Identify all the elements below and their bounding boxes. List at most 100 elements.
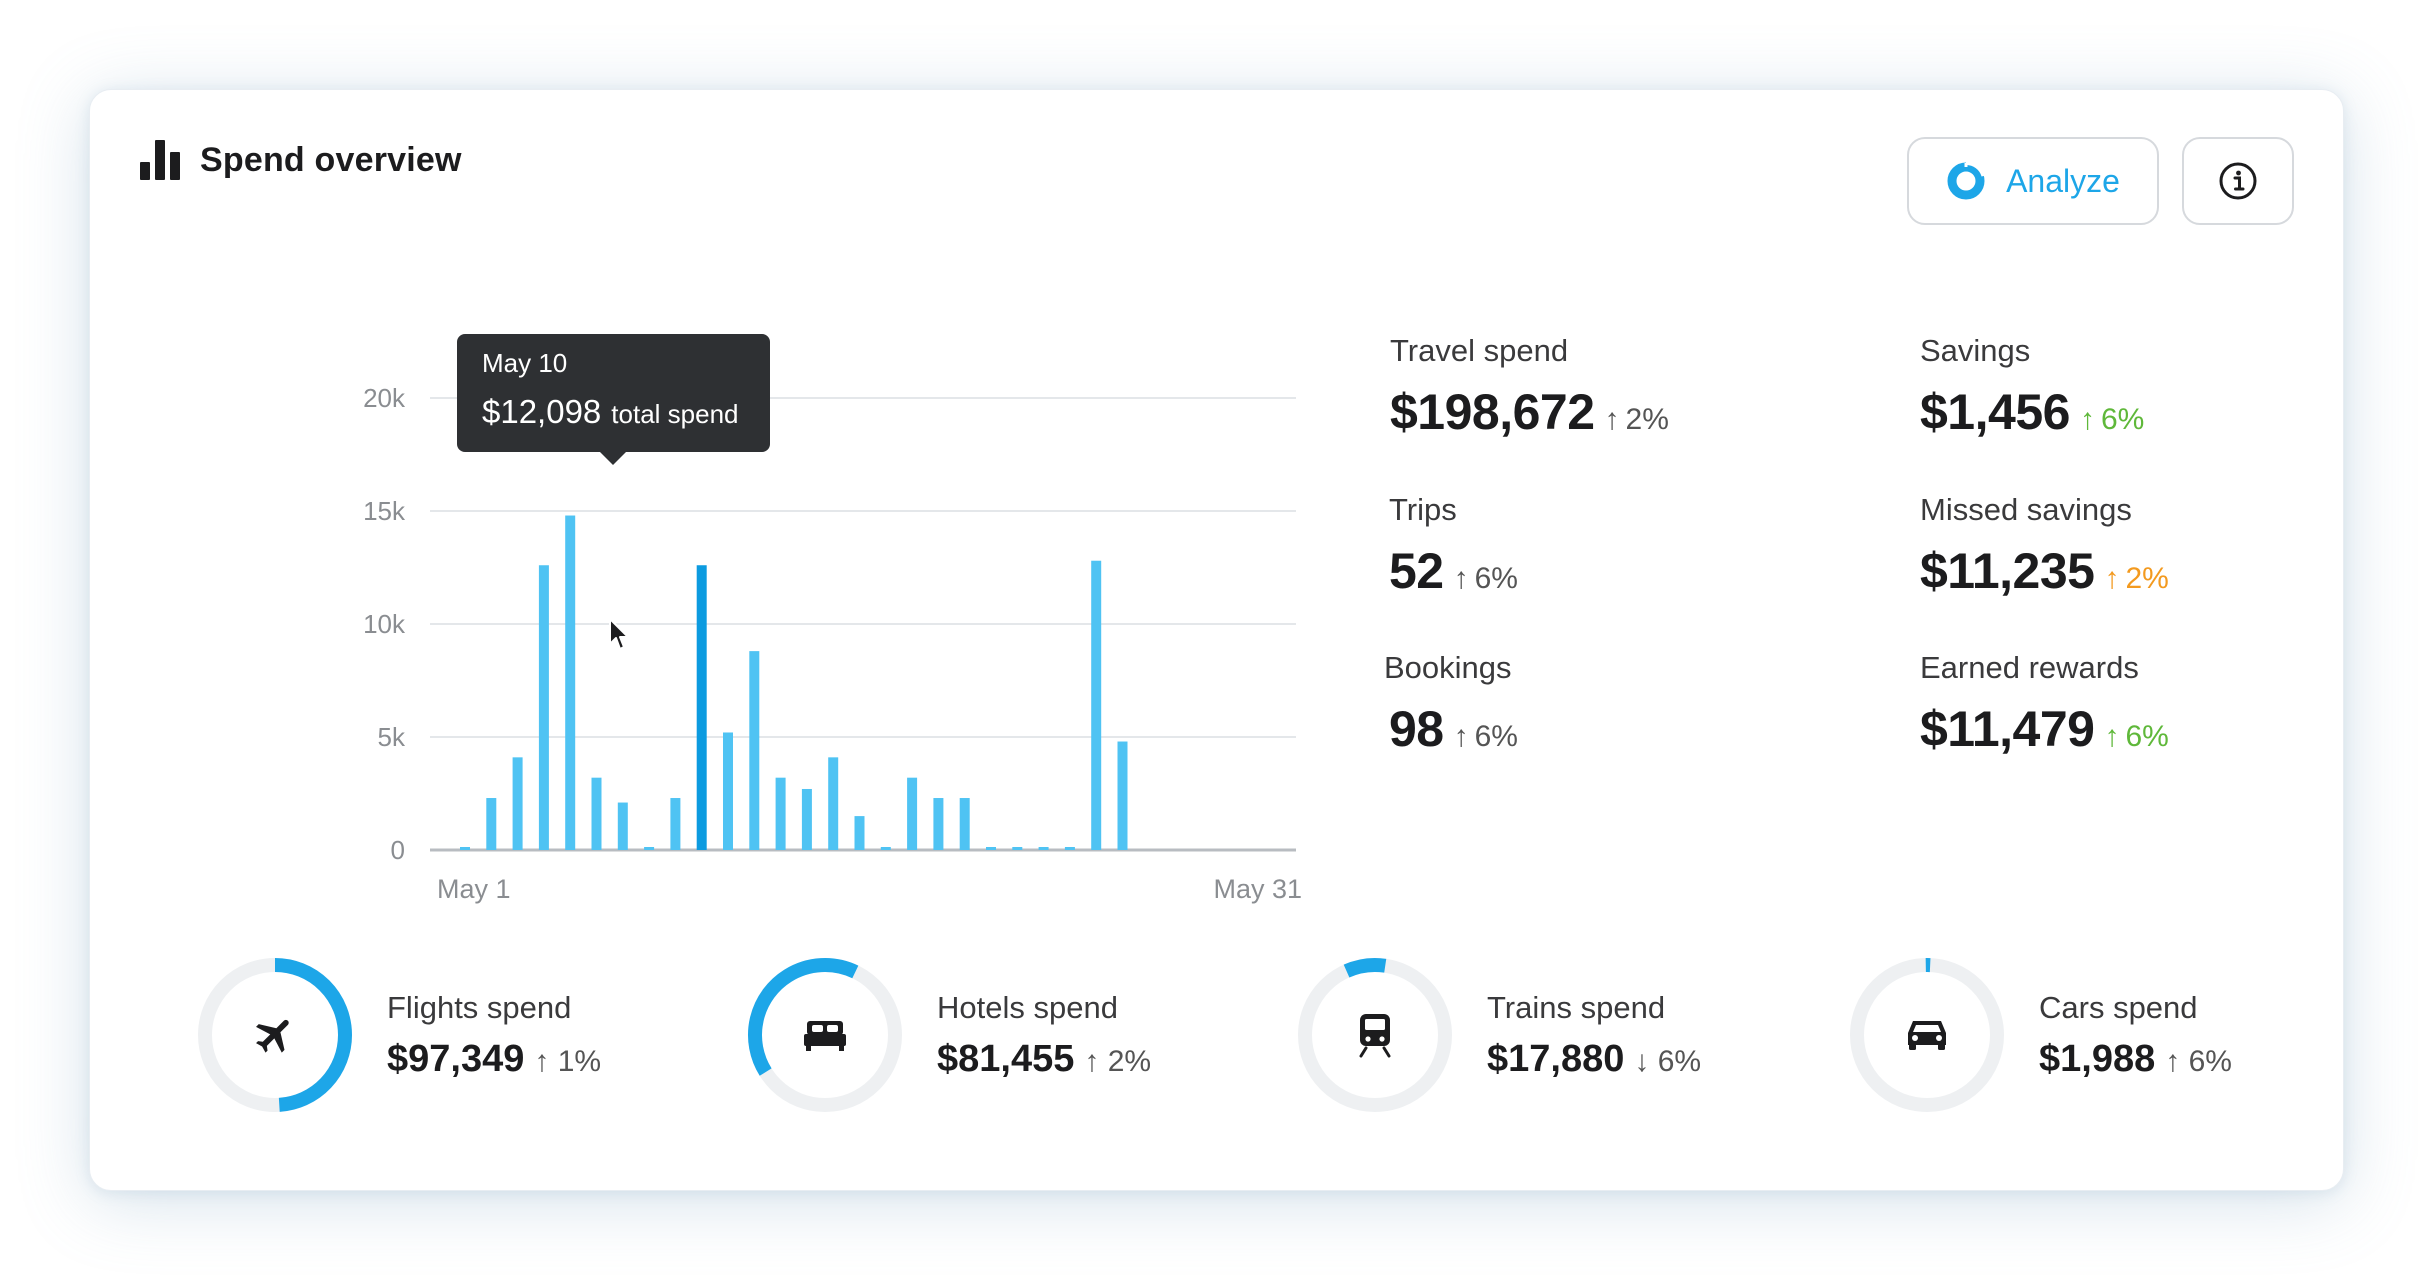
y-tick-label: 20k — [363, 383, 406, 413]
arrow-up-icon: ↑ — [1453, 720, 1469, 753]
stat-savings: Savings $1,456 ↑ 6% — [1920, 333, 2144, 441]
bar-chart-icon — [140, 140, 180, 180]
bed-icon — [804, 1021, 846, 1051]
info-button[interactable] — [2182, 137, 2294, 225]
arrow-up-icon: ↑ — [2104, 562, 2120, 595]
progress-ring — [745, 955, 905, 1115]
bar-may-17[interactable] — [880, 847, 891, 850]
airplane-icon — [256, 1019, 289, 1053]
train-icon — [1359, 1014, 1391, 1058]
bar-may-24[interactable] — [1064, 847, 1075, 850]
arrow-up-icon: ↑ — [2079, 403, 2095, 436]
info-icon — [2219, 162, 2257, 200]
stat-change: 6% — [1474, 562, 1518, 595]
stat-earned-rewards: Earned rewards $11,479 ↑ 6% — [1920, 650, 2169, 758]
x-tick-label: May 1 — [437, 874, 511, 904]
stat-label: Savings — [1920, 333, 2031, 368]
bar-may-14[interactable] — [801, 788, 812, 850]
ring-svg — [1298, 958, 1452, 1112]
bar-may-11[interactable] — [723, 732, 733, 850]
spend-bar-chart: 0 5k 10k 15k 20k May 1 May 31 — [363, 383, 1302, 904]
stat-label: Bookings — [1384, 650, 1512, 685]
bar-may-19[interactable] — [933, 798, 944, 850]
bar-may-7[interactable] — [617, 802, 628, 850]
category-change: 1% — [557, 1044, 602, 1078]
category-value: $1,988 — [2039, 1037, 2156, 1080]
bar-may-6[interactable] — [591, 777, 602, 850]
arrow-up-icon: ↑ — [2165, 1044, 2181, 1078]
stat-value: $198,672 — [1390, 384, 1595, 440]
category-change: 6% — [2188, 1044, 2232, 1078]
bar-may-25[interactable] — [1091, 560, 1102, 850]
arrow-up-icon: ↑ — [1453, 562, 1469, 595]
bar-may-4[interactable] — [538, 565, 549, 850]
ring-svg — [198, 958, 352, 1112]
progress-ring — [1847, 955, 2007, 1115]
category-label: Cars spend — [2039, 989, 2198, 1025]
analyze-button[interactable]: Analyze — [1907, 137, 2159, 225]
stat-value: 52 — [1389, 543, 1444, 599]
analyze-button-label: Analyze — [2006, 162, 2120, 199]
arrow-up-icon: ↑ — [1084, 1044, 1100, 1078]
bar-may-3[interactable] — [512, 757, 523, 850]
bar-may-23[interactable] — [1038, 847, 1049, 850]
bar-may-9[interactable] — [670, 798, 681, 850]
category-value: $17,880 — [1487, 1037, 1625, 1080]
chart-tooltip: May 10 $12,098 total spend — [457, 334, 770, 465]
x-tick-label: May 31 — [1213, 874, 1302, 904]
y-tick-label: 10k — [363, 609, 406, 639]
bar-may-10[interactable] — [696, 565, 707, 850]
bar-may-16[interactable] — [854, 816, 865, 850]
bar-may-2[interactable] — [486, 798, 497, 850]
stat-trips: Trips 52 ↑ 6% — [1389, 492, 1518, 600]
category-change: 6% — [1657, 1044, 1702, 1078]
category-label: Hotels spend — [937, 989, 1118, 1025]
stat-value: $11,235 — [1920, 543, 2095, 599]
category-value: $97,349 — [387, 1037, 525, 1080]
ring-svg — [1850, 958, 2004, 1112]
arrow-up-icon: ↑ — [534, 1044, 550, 1078]
bar-may-15[interactable] — [828, 757, 839, 850]
stat-label: Trips — [1389, 492, 1457, 527]
bar-may-21[interactable] — [986, 847, 996, 850]
mouse-cursor-icon — [609, 618, 629, 650]
bar-may-18[interactable] — [907, 777, 918, 850]
category-hotels: Hotels spend $81,455 ↑ 2% — [745, 955, 1151, 1115]
car-icon — [1908, 1021, 1946, 1050]
tooltip-label: total spend — [611, 399, 739, 429]
bar-may-8[interactable] — [644, 847, 655, 850]
progress-ring — [1295, 955, 1455, 1115]
bar-may-20[interactable] — [959, 798, 970, 850]
y-tick-label: 15k — [363, 496, 406, 526]
bar-may-5[interactable] — [565, 515, 576, 850]
category-change: 2% — [1107, 1044, 1152, 1078]
stat-label: Travel spend — [1390, 333, 1569, 368]
stat-travel-spend: Travel spend $198,672 ↑ 2% — [1390, 333, 1669, 441]
tooltip-value: $12,098 — [482, 393, 602, 430]
bar-may-26[interactable] — [1117, 741, 1128, 850]
bar-may-1[interactable] — [460, 847, 470, 850]
card-header: Spend overview — [140, 140, 462, 180]
stat-label: Missed savings — [1920, 492, 2132, 527]
donut-chart-icon — [1947, 161, 1986, 200]
stat-value: 98 — [1389, 701, 1444, 757]
progress-ring — [195, 955, 355, 1115]
arrow-up-icon: ↑ — [1604, 403, 1620, 436]
bar-may-13[interactable] — [775, 777, 786, 850]
category-trains: Trains spend $17,880 ↓ 6% — [1295, 955, 1701, 1115]
category-value: $81,455 — [937, 1037, 1075, 1080]
bar-may-22[interactable] — [1012, 847, 1023, 850]
arrow-down-icon: ↓ — [1634, 1044, 1650, 1078]
stat-change: 6% — [2125, 720, 2169, 753]
category-flights: Flights spend $97,349 ↑ 1% — [195, 955, 601, 1115]
spend-overview-card: Spend overview Analyze 0 5k 10k 15k 20k May 1… — [89, 89, 2344, 1191]
stat-value: $11,479 — [1920, 701, 2095, 757]
stat-missed-savings: Missed savings $11,235 ↑ 2% — [1920, 492, 2169, 600]
stat-change: 2% — [2125, 562, 2169, 595]
stat-change: 6% — [1474, 720, 1518, 753]
y-tick-label: 0 — [391, 835, 405, 865]
bar-may-12[interactable] — [749, 651, 760, 850]
stat-bookings: Bookings 98 ↑ 6% — [1384, 650, 1518, 758]
stat-label: Earned rewards — [1920, 650, 2139, 685]
card-title: Spend overview — [200, 140, 462, 179]
